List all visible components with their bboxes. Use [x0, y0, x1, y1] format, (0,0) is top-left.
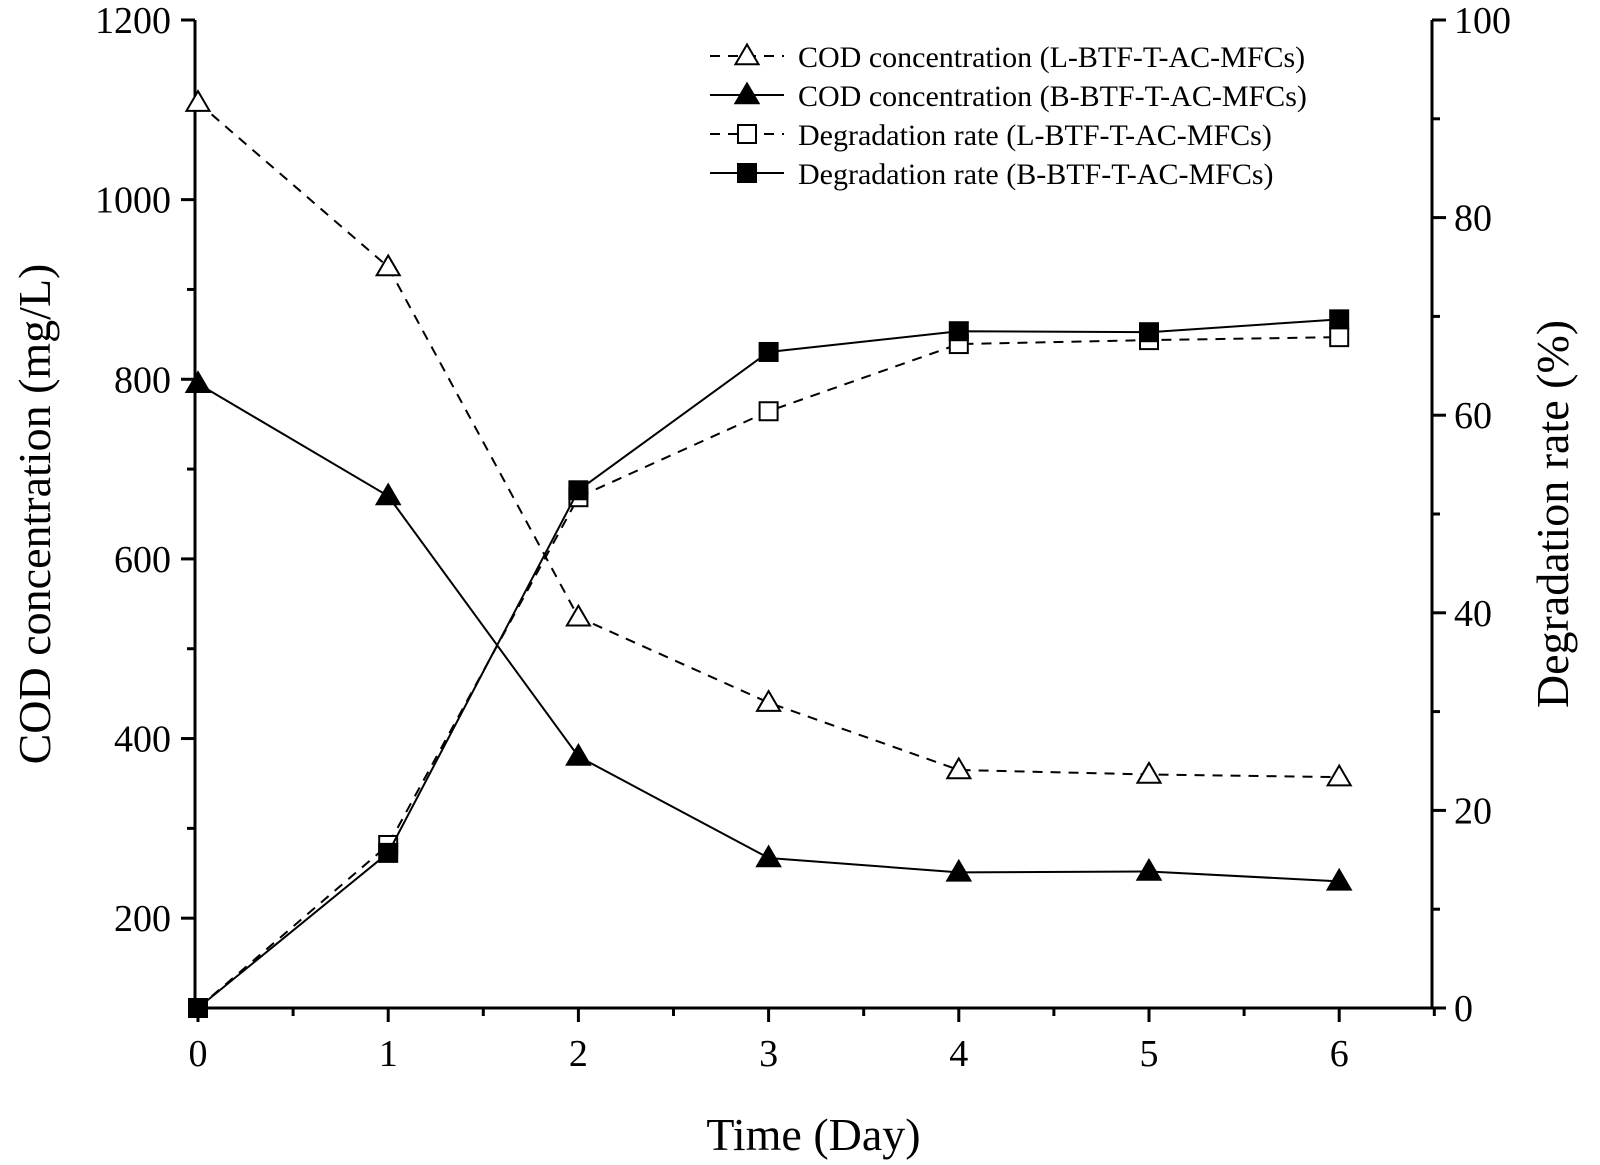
x-tick-label: 1: [379, 1033, 398, 1075]
right-y-tick-label: 100: [1454, 0, 1511, 42]
left-y-tick-label: 400: [114, 719, 171, 761]
right-y-tick-label: 80: [1454, 198, 1492, 240]
data-point: [565, 603, 592, 627]
data-point: [755, 689, 782, 712]
right-y-tick-label: 40: [1454, 593, 1492, 635]
series-3: [188, 327, 1350, 1018]
legend-item: COD concentration (B-BTF-T-AC-MFCs): [710, 80, 1307, 113]
x-tick-label: 6: [1330, 1033, 1349, 1075]
legend-label: Degradation rate (L-BTF-T-AC-MFCs): [798, 119, 1272, 152]
legend-marker: [737, 163, 757, 183]
legend-label: COD concentration (B-BTF-T-AC-MFCs): [798, 80, 1307, 113]
right-y-tick-label: 0: [1454, 988, 1473, 1030]
series-1: [184, 89, 1353, 787]
data-point: [378, 842, 399, 863]
series-line: [197, 336, 1340, 1009]
left-y-tick-label: 1200: [95, 0, 171, 42]
left-y-tick-label: 200: [114, 898, 171, 940]
series-4: [188, 309, 1350, 1018]
series-line: [197, 382, 1340, 883]
legend-label: COD concentration (L-BTF-T-AC-MFCs): [798, 41, 1305, 74]
data-point: [1135, 857, 1163, 881]
data-point: [565, 742, 592, 766]
data-point: [948, 321, 969, 342]
legend-marker: [733, 81, 761, 105]
data-point: [945, 858, 973, 882]
x-tick-label: 3: [759, 1033, 778, 1075]
x-tick-label: 2: [569, 1033, 588, 1075]
data-point: [758, 401, 779, 422]
series-line: [197, 318, 1340, 1009]
left-y-tick-label: 600: [114, 539, 171, 581]
series-2: [184, 370, 1353, 891]
left-y-tick-label: 800: [114, 359, 171, 401]
legend: COD concentration (L-BTF-T-AC-MFCs) COD c…: [710, 41, 1307, 191]
data-point: [1329, 327, 1350, 348]
data-point: [755, 844, 782, 868]
data-point: [374, 253, 402, 277]
data-point: [374, 482, 402, 506]
series-layer: [184, 89, 1353, 1018]
legend-item: COD concentration (L-BTF-T-AC-MFCs): [710, 41, 1305, 74]
data-point: [184, 370, 212, 394]
data-point: [188, 998, 208, 1018]
x-axis-title: Time (Day): [706, 1109, 920, 1160]
data-point: [1325, 763, 1353, 787]
series-line: [197, 101, 1340, 779]
x-tick-label: 0: [189, 1033, 208, 1075]
x-tick-label: 4: [949, 1033, 968, 1075]
data-point: [184, 89, 212, 112]
legend-label: Degradation rate (B-BTF-T-AC-MFCs): [798, 158, 1274, 191]
axis-ticks: 0 1 2 3 4 5 6 200 400 600 800 1000 1200 0 20 40 60 80 100: [95, 0, 1511, 1075]
legend-item: Degradation rate (L-BTF-T-AC-MFCs): [710, 119, 1272, 152]
data-point: [1139, 322, 1159, 343]
right-y-tick-label: 60: [1454, 395, 1492, 437]
legend-marker: [733, 42, 761, 66]
left-y-tick-label: 1000: [95, 180, 171, 222]
x-tick-label: 5: [1140, 1033, 1159, 1075]
data-point: [568, 480, 589, 501]
legend-item: Degradation rate (B-BTF-T-AC-MFCs): [710, 158, 1274, 191]
data-point: [945, 756, 973, 780]
data-point: [1329, 309, 1350, 330]
left-y-axis-title: COD concentration (mg/L): [9, 264, 60, 765]
data-point: [1325, 867, 1353, 891]
right-y-axis-title: Degradation rate (%): [1527, 320, 1578, 708]
data-point: [758, 341, 779, 362]
right-y-tick-label: 20: [1454, 790, 1492, 832]
data-point: [1135, 760, 1163, 784]
legend-marker: [737, 124, 757, 144]
